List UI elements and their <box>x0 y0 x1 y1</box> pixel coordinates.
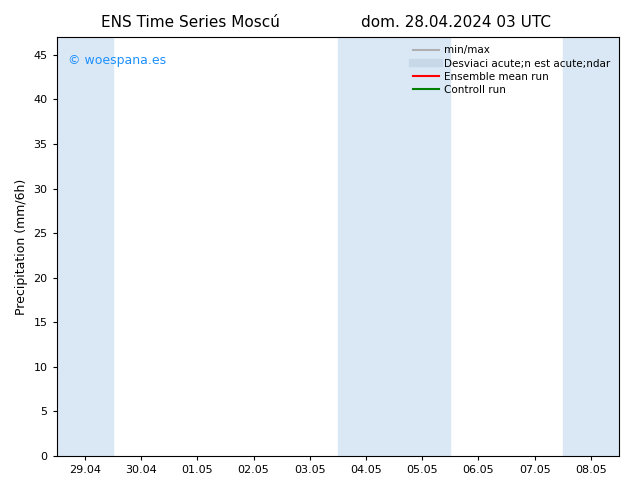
Text: dom. 28.04.2024 03 UTC: dom. 28.04.2024 03 UTC <box>361 15 552 30</box>
Text: © woespana.es: © woespana.es <box>68 54 166 67</box>
Legend: min/max, Desviaci acute;n est acute;ndar, Ensemble mean run, Controll run: min/max, Desviaci acute;n est acute;ndar… <box>410 42 614 98</box>
Y-axis label: Precipitation (mm/6h): Precipitation (mm/6h) <box>15 178 28 315</box>
Bar <box>563 37 619 456</box>
Text: ENS Time Series Moscú: ENS Time Series Moscú <box>101 15 280 30</box>
Bar <box>338 37 450 456</box>
Bar <box>56 37 113 456</box>
